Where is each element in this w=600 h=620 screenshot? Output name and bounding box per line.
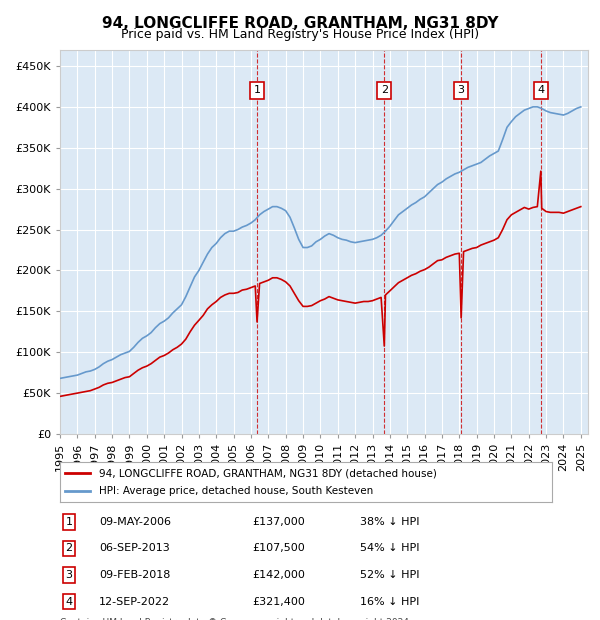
Text: £142,000: £142,000 <box>252 570 305 580</box>
Text: 2: 2 <box>381 86 388 95</box>
Text: Contains HM Land Registry data © Crown copyright and database right 2024.: Contains HM Land Registry data © Crown c… <box>60 618 412 620</box>
Text: 1: 1 <box>65 516 73 527</box>
Text: 09-MAY-2006: 09-MAY-2006 <box>99 516 171 527</box>
Text: 3: 3 <box>65 570 73 580</box>
Text: 3: 3 <box>458 86 464 95</box>
Text: 12-SEP-2022: 12-SEP-2022 <box>99 596 170 607</box>
Text: Price paid vs. HM Land Registry's House Price Index (HPI): Price paid vs. HM Land Registry's House … <box>121 28 479 41</box>
Text: 94, LONGCLIFFE ROAD, GRANTHAM, NG31 8DY (detached house): 94, LONGCLIFFE ROAD, GRANTHAM, NG31 8DY … <box>100 468 437 478</box>
Text: 09-FEB-2018: 09-FEB-2018 <box>99 570 170 580</box>
Text: HPI: Average price, detached house, South Kesteven: HPI: Average price, detached house, Sout… <box>100 486 374 496</box>
Text: 4: 4 <box>537 86 544 95</box>
Text: 4: 4 <box>65 596 73 607</box>
Text: 1: 1 <box>254 86 260 95</box>
Text: £321,400: £321,400 <box>252 596 305 607</box>
Text: 94, LONGCLIFFE ROAD, GRANTHAM, NG31 8DY: 94, LONGCLIFFE ROAD, GRANTHAM, NG31 8DY <box>102 16 498 30</box>
Text: 54% ↓ HPI: 54% ↓ HPI <box>360 543 419 554</box>
Text: £107,500: £107,500 <box>252 543 305 554</box>
Text: 38% ↓ HPI: 38% ↓ HPI <box>360 516 419 527</box>
Text: 2: 2 <box>65 543 73 554</box>
Text: 52% ↓ HPI: 52% ↓ HPI <box>360 570 419 580</box>
Text: 06-SEP-2013: 06-SEP-2013 <box>99 543 170 554</box>
Text: 16% ↓ HPI: 16% ↓ HPI <box>360 596 419 607</box>
Text: £137,000: £137,000 <box>252 516 305 527</box>
